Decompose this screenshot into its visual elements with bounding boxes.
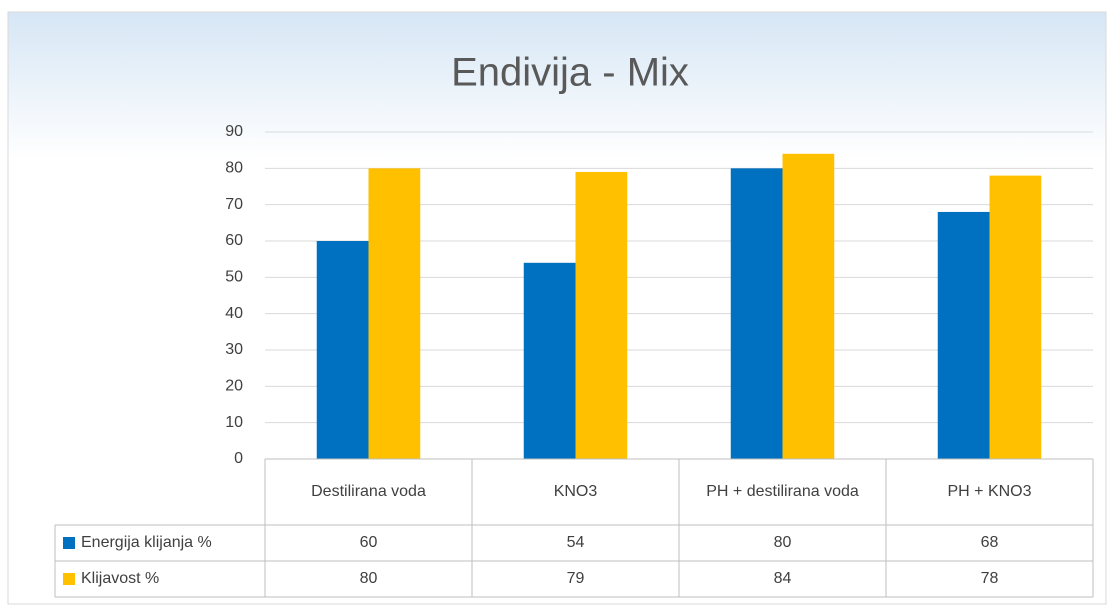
y-tick-label: 30 bbox=[225, 341, 243, 358]
bar bbox=[316, 241, 369, 459]
x-tick-label: KNO3 bbox=[553, 483, 598, 500]
chart-title: Endivija - Mix bbox=[451, 51, 689, 95]
table-value: 79 bbox=[567, 570, 585, 587]
y-tick-label: 70 bbox=[225, 196, 243, 213]
bar bbox=[782, 153, 835, 460]
bar bbox=[937, 211, 990, 459]
x-tick-label: PH + KNO3 bbox=[947, 483, 1032, 500]
y-tick-label: 0 bbox=[234, 450, 243, 467]
table-value: 54 bbox=[567, 534, 585, 551]
bar bbox=[989, 175, 1042, 459]
bar bbox=[368, 168, 421, 460]
table-value: 80 bbox=[360, 570, 378, 587]
bar bbox=[523, 262, 576, 459]
y-tick-label: 20 bbox=[225, 378, 243, 395]
y-tick-label: 80 bbox=[225, 160, 243, 177]
bar bbox=[730, 168, 783, 460]
y-tick-label: 90 bbox=[225, 123, 243, 140]
x-tick-label-box: KNO3 bbox=[553, 483, 598, 500]
table-value: 68 bbox=[981, 534, 999, 551]
x-tick-label: Destilirana voda bbox=[311, 483, 426, 500]
table-value: 60 bbox=[360, 534, 378, 551]
table-value: 84 bbox=[774, 570, 792, 587]
legend-key bbox=[63, 573, 75, 585]
y-tick-label: 40 bbox=[225, 305, 243, 322]
y-tick-label: 50 bbox=[225, 269, 243, 286]
x-tick-label-box: PH + destilirana voda bbox=[706, 483, 859, 500]
legend-label: Energija klijanja % bbox=[81, 534, 212, 551]
legend-key bbox=[63, 537, 75, 549]
x-tick-label-box: PH + KNO3 bbox=[947, 483, 1032, 500]
y-tick-label: 60 bbox=[225, 232, 243, 249]
bar bbox=[575, 171, 628, 459]
legend-label: Klijavost % bbox=[81, 570, 159, 587]
y-tick-label: 10 bbox=[225, 414, 243, 431]
x-tick-label-box: Destilirana voda bbox=[311, 483, 426, 500]
x-tick-label: PH + destilirana voda bbox=[706, 483, 859, 500]
table-value: 78 bbox=[981, 570, 999, 587]
table-value: 80 bbox=[774, 534, 792, 551]
